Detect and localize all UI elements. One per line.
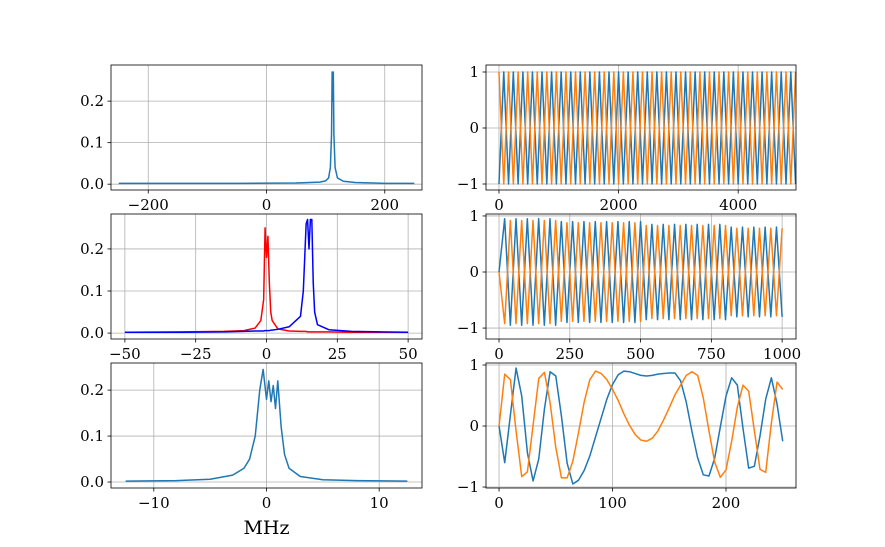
x-tick-label: 1000 xyxy=(763,345,801,363)
x-tick-label: 0 xyxy=(262,345,272,363)
y-tick-label: 0 xyxy=(469,263,479,281)
x-tick-label: 10 xyxy=(370,494,389,512)
axes-frame xyxy=(110,362,423,489)
axes-frame xyxy=(485,64,797,191)
y-tick-label: 0.1 xyxy=(80,282,104,300)
x-tick-label: 25 xyxy=(328,345,347,363)
data-line xyxy=(124,227,409,334)
data-line xyxy=(498,219,783,325)
x-tick-label: 50 xyxy=(399,345,418,363)
y-tick-label: 0.1 xyxy=(80,427,104,445)
data-line xyxy=(498,71,797,185)
x-tick-label: −25 xyxy=(180,345,212,363)
y-tick-label: 0.1 xyxy=(80,134,104,152)
data-line xyxy=(498,370,784,479)
data-line xyxy=(498,71,797,185)
y-tick-label: 1 xyxy=(469,207,479,225)
x-tick-label: 0 xyxy=(262,494,272,512)
y-tick-label: 1 xyxy=(469,63,479,81)
x-tick-label: 0 xyxy=(494,196,504,214)
y-tick-label: 0.0 xyxy=(80,324,104,342)
x-tick-label: 200 xyxy=(370,196,399,214)
axes-frame xyxy=(485,213,797,340)
x-tick-label: 0 xyxy=(494,345,504,363)
x-tick-label: −200 xyxy=(128,196,169,214)
y-tick-label: 1 xyxy=(469,356,479,374)
x-tick-label: 100 xyxy=(598,494,627,512)
y-tick-label: 0.2 xyxy=(80,381,104,399)
y-tick-label: −1 xyxy=(457,478,479,496)
data-line xyxy=(124,218,409,334)
y-tick-label: 0.0 xyxy=(80,473,104,491)
axes-frame xyxy=(110,64,423,191)
x-tick-label: −10 xyxy=(138,494,170,512)
x-tick-label: 2000 xyxy=(599,196,637,214)
y-tick-label: 0.0 xyxy=(80,175,104,193)
y-tick-label: 0 xyxy=(469,417,479,435)
y-tick-label: 0.2 xyxy=(80,240,104,258)
x-axis-label: MHz xyxy=(243,517,289,539)
x-tick-label: −50 xyxy=(109,345,141,363)
x-tick-label: 4000 xyxy=(719,196,757,214)
y-tick-label: 0.2 xyxy=(80,92,104,110)
data-line xyxy=(118,71,415,185)
axes-frame xyxy=(110,213,423,340)
data-line xyxy=(498,367,784,485)
x-tick-label: 250 xyxy=(555,345,584,363)
x-tick-label: 500 xyxy=(626,345,655,363)
axes-frame xyxy=(485,362,797,489)
x-tick-label: 200 xyxy=(712,494,741,512)
y-tick-label: −1 xyxy=(457,175,479,193)
x-tick-label: 0 xyxy=(262,196,272,214)
y-tick-label: 0 xyxy=(469,119,479,137)
data-line xyxy=(498,218,783,327)
x-tick-label: 0 xyxy=(494,494,504,512)
x-tick-label: 750 xyxy=(697,345,726,363)
data-line xyxy=(125,368,408,482)
y-tick-label: −1 xyxy=(457,319,479,337)
